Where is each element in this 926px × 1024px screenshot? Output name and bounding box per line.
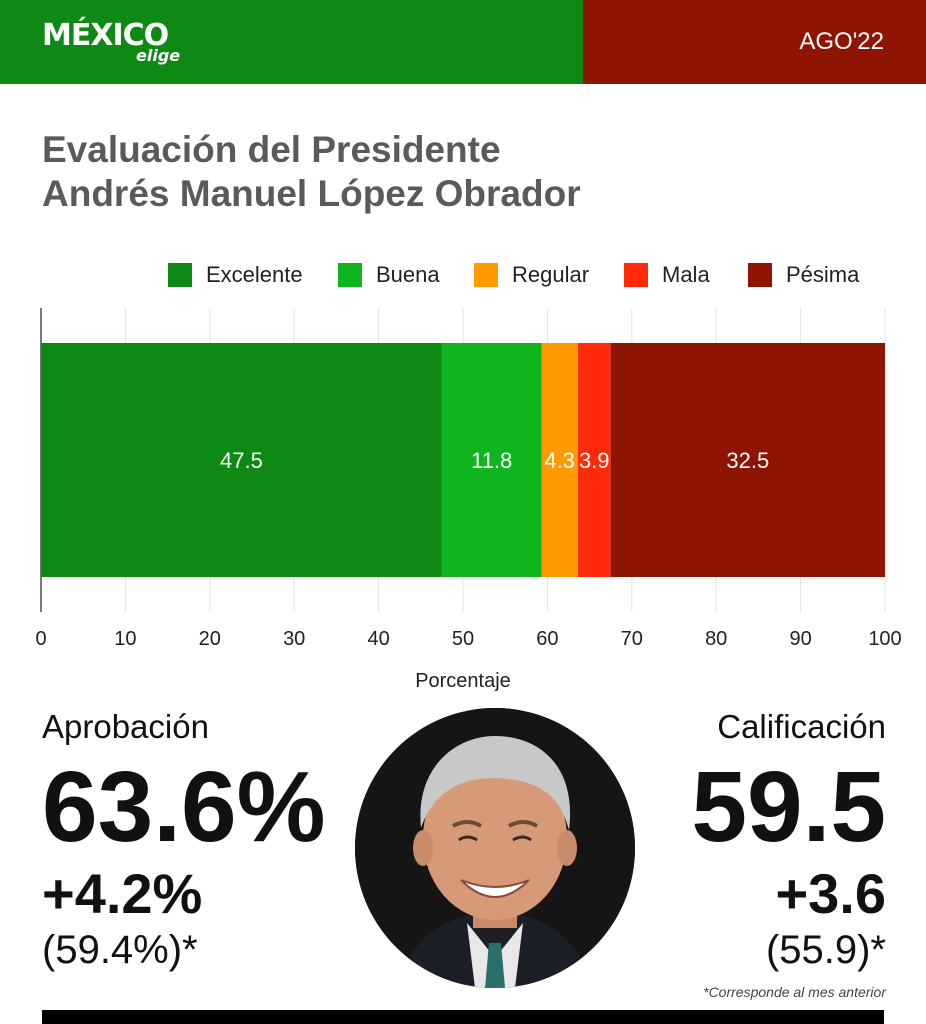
legend-label-3: Mala bbox=[662, 262, 710, 287]
x-tick-label-40: 40 bbox=[367, 628, 389, 650]
rating-value: 59.5 bbox=[691, 751, 886, 863]
header-right-band: AGO'22 bbox=[583, 0, 926, 84]
x-tick-label-30: 30 bbox=[283, 628, 305, 650]
bar-value-label-0: 47.5 bbox=[220, 448, 263, 473]
logo-wordmark: MÉXICO bbox=[42, 18, 169, 53]
logo-subtitle: elige bbox=[136, 46, 181, 65]
bar-value-label-4: 32.5 bbox=[726, 448, 769, 473]
legend-label-0: Excelente bbox=[206, 262, 303, 287]
x-tick-label-10: 10 bbox=[114, 628, 136, 650]
legend-label-1: Buena bbox=[376, 262, 440, 287]
x-tick-label-60: 60 bbox=[536, 628, 558, 650]
legend-label-2: Regular bbox=[512, 262, 590, 287]
bar-segment-1 bbox=[441, 343, 542, 577]
x-tick-label-100: 100 bbox=[868, 628, 901, 650]
legend-item-1: Buena bbox=[338, 260, 440, 290]
legend-item-2: Regular bbox=[474, 260, 589, 290]
bar-value-label-3: 3.9 bbox=[579, 448, 610, 473]
bar-value-label-1: 11.8 bbox=[471, 448, 512, 473]
legend-swatch-2 bbox=[474, 263, 498, 287]
bottom-bar bbox=[42, 1010, 884, 1024]
legend-swatch-3 bbox=[624, 263, 648, 287]
bar-segment-4 bbox=[610, 343, 885, 577]
legend-item-0: Excelente bbox=[168, 260, 303, 290]
legend-item-4: Pésima bbox=[748, 260, 859, 290]
x-tick-label-20: 20 bbox=[199, 628, 221, 650]
footnote: *Corresponde al mes anterior bbox=[703, 984, 886, 1000]
x-tick-label-50: 50 bbox=[452, 628, 474, 650]
x-tick-label-90: 90 bbox=[789, 628, 811, 650]
legend-swatch-1 bbox=[338, 263, 362, 287]
x-tick-label-70: 70 bbox=[621, 628, 643, 650]
approval-label: Aprobación bbox=[42, 708, 209, 745]
survey-date: AGO'22 bbox=[799, 28, 884, 55]
rating-change: +3.6 bbox=[775, 862, 886, 925]
bar-segment-0 bbox=[41, 343, 442, 577]
x-axis-label: Porcentaje bbox=[415, 670, 511, 692]
x-tick-label-80: 80 bbox=[705, 628, 727, 650]
approval-change: +4.2% bbox=[42, 862, 203, 925]
legend-item-3: Mala bbox=[624, 260, 710, 290]
page-title: Evaluación del Presidente Andrés Manuel … bbox=[42, 128, 902, 216]
rating-previous: (55.9)* bbox=[765, 928, 886, 972]
bar-value-label-2: 4.3 bbox=[544, 448, 575, 473]
bar-segment-2 bbox=[541, 343, 578, 577]
x-tick-label-0: 0 bbox=[35, 628, 46, 650]
rating-label: Calificación bbox=[717, 708, 886, 745]
legend-label-4: Pésima bbox=[786, 262, 860, 287]
title-line-1: Evaluación del Presidente bbox=[42, 129, 501, 170]
stacked-bar-chart: 0 10 20 30 40 50 60 70 80 90 100 47.5 11.8 4.3 3.9 32.5… bbox=[35, 308, 902, 692]
approval-previous: (59.4%)* bbox=[42, 928, 198, 972]
approval-value: 63.6% bbox=[42, 751, 326, 863]
legend-swatch-0 bbox=[168, 263, 192, 287]
legend-swatch-4 bbox=[748, 263, 772, 287]
header-left-band: MÉXICO elige bbox=[0, 0, 583, 84]
bar-segment-3 bbox=[577, 343, 611, 577]
president-portrait-icon bbox=[355, 708, 635, 988]
title-line-2: Andrés Manuel López Obrador bbox=[42, 173, 581, 214]
